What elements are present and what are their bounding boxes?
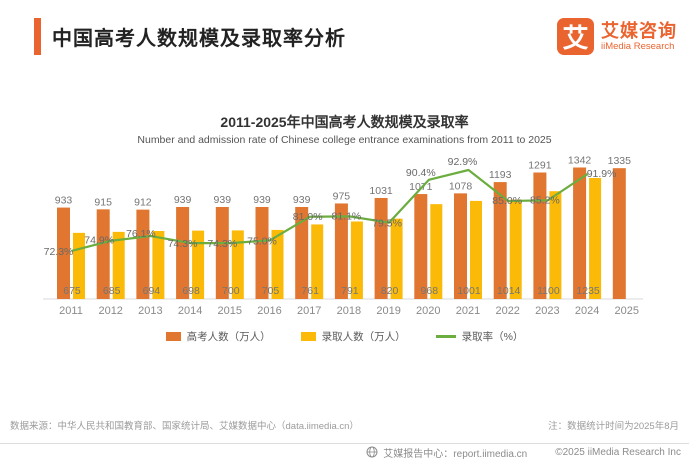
svg-text:939: 939 — [253, 194, 271, 206]
svg-text:91.9%: 91.9% — [587, 168, 617, 180]
data-note-text: 注：数据统计时间为2025年8月 — [548, 421, 679, 432]
svg-text:1335: 1335 — [608, 155, 632, 167]
data-source-text: 数据来源：中华人民共和国教育部、国家统计局、艾媒数据中心（data.iimedi… — [10, 421, 359, 432]
svg-text:761: 761 — [301, 285, 319, 297]
svg-text:1078: 1078 — [449, 180, 473, 192]
svg-text:72.3%: 72.3% — [44, 246, 74, 258]
svg-text:705: 705 — [262, 285, 280, 297]
svg-text:92.9%: 92.9% — [448, 156, 478, 168]
legend-label: 录取率（%） — [461, 331, 524, 343]
legend-swatch-orange — [165, 332, 181, 341]
globe-icon — [366, 446, 378, 458]
footer-row: 数据来源：中华人民共和国教育部、国家统计局、艾媒数据中心（data.iimedi… — [10, 418, 679, 432]
chart-legend: 高考人数（万人） 录取人数（万人） 录取率（%） — [0, 329, 689, 344]
chart-title: 2011-2025年中国高考人数规模及录取率 — [220, 114, 469, 130]
svg-text:1342: 1342 — [568, 155, 592, 167]
svg-text:791: 791 — [341, 285, 359, 297]
legend-item-admission-count: 录取人数（万人） — [300, 329, 406, 344]
svg-text:2021: 2021 — [456, 305, 480, 317]
svg-text:2013: 2013 — [138, 305, 162, 317]
svg-text:81.1%: 81.1% — [332, 210, 362, 222]
svg-text:2018: 2018 — [337, 305, 361, 317]
svg-text:2017: 2017 — [297, 305, 321, 317]
chart-subtitle: Number and admission rate of Chinese col… — [137, 134, 552, 146]
svg-text:2015: 2015 — [218, 305, 242, 317]
svg-text:700: 700 — [222, 285, 240, 297]
svg-text:2020: 2020 — [416, 305, 440, 317]
svg-text:698: 698 — [182, 285, 200, 297]
legend-swatch-yellow — [300, 332, 316, 341]
legend-label: 录取人数（万人） — [321, 331, 406, 343]
svg-text:975: 975 — [333, 190, 351, 202]
svg-text:2016: 2016 — [257, 305, 281, 317]
combo-chart: 933 675 2011 915 685 2012 912 694 2013 939 698 2014… — [43, 155, 643, 317]
svg-text:81.0%: 81.0% — [293, 211, 323, 223]
copyright-text: ©2025 iiMedia Research Inc — [555, 446, 681, 458]
legend-label: 高考人数（万人） — [186, 331, 271, 343]
svg-text:912: 912 — [134, 197, 152, 209]
svg-text:968: 968 — [421, 285, 439, 297]
svg-text:2019: 2019 — [376, 305, 400, 317]
svg-text:939: 939 — [293, 194, 311, 206]
svg-text:675: 675 — [63, 285, 81, 297]
svg-text:933: 933 — [55, 195, 73, 207]
svg-text:2025: 2025 — [615, 305, 639, 317]
iimedia-logo-icon: 艾 — [557, 18, 594, 55]
svg-text:74.9%: 74.9% — [84, 235, 114, 247]
report-center-text: 艾媒报告中心：report.iimedia.cn — [383, 448, 528, 460]
svg-text:79.5%: 79.5% — [372, 218, 402, 230]
svg-text:1291: 1291 — [528, 159, 552, 171]
svg-text:820: 820 — [381, 285, 399, 297]
logo-company-name: 艾媒咨询 — [601, 21, 677, 41]
svg-text:1193: 1193 — [489, 169, 512, 181]
svg-text:90.4%: 90.4% — [406, 167, 436, 179]
svg-text:915: 915 — [94, 196, 112, 208]
svg-text:1100: 1100 — [537, 285, 560, 297]
svg-text:694: 694 — [143, 285, 161, 297]
svg-text:1001: 1001 — [457, 285, 481, 297]
svg-text:74.3%: 74.3% — [168, 238, 198, 250]
svg-text:75.0%: 75.0% — [247, 235, 277, 247]
svg-text:2012: 2012 — [98, 305, 122, 317]
svg-text:939: 939 — [174, 194, 192, 206]
svg-text:1235: 1235 — [576, 285, 600, 297]
svg-text:2011: 2011 — [59, 305, 83, 317]
svg-text:2014: 2014 — [178, 305, 202, 317]
title-accent-bar — [34, 18, 41, 55]
legend-item-exam-count: 高考人数（万人） — [165, 329, 271, 344]
svg-text:85.2%: 85.2% — [530, 194, 560, 206]
legend-line-green — [435, 335, 456, 338]
svg-text:76.1%: 76.1% — [126, 228, 156, 240]
svg-text:1031: 1031 — [369, 185, 393, 197]
bottom-bar: 艾媒报告中心：report.iimedia.cn ©2025 iiMedia R… — [0, 443, 689, 460]
legend-item-admission-rate: 录取率（%） — [435, 329, 524, 344]
svg-text:2024: 2024 — [575, 305, 599, 317]
svg-text:85.0%: 85.0% — [492, 195, 522, 207]
svg-text:74.3%: 74.3% — [207, 238, 237, 250]
page-title: 中国高考人数规模及录取率分析 — [52, 28, 346, 50]
logo-company-subtitle: iiMedia Research — [601, 41, 675, 52]
svg-text:685: 685 — [103, 285, 121, 297]
svg-text:1014: 1014 — [497, 285, 521, 297]
svg-text:2022: 2022 — [495, 305, 519, 317]
iimedia-logo: 艾 艾媒咨询 iiMedia Research — [557, 18, 677, 55]
svg-text:939: 939 — [214, 194, 232, 206]
svg-text:2023: 2023 — [535, 305, 559, 317]
